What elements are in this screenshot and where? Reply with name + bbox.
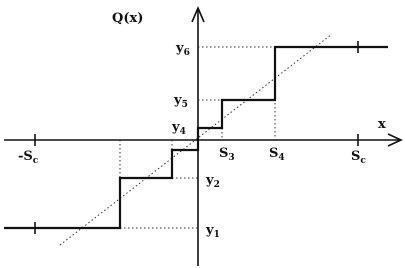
x-label: S3 [219,146,235,163]
y-level-label: y5 [173,93,188,110]
x-label: S4 [269,146,285,163]
y-level-label: y6 [175,41,190,58]
y-axis-label: Q(x) [112,11,143,26]
x-label: Sc [351,149,366,166]
y-arrow [191,5,205,23]
x-axis-label: x [378,117,386,132]
y-level-label: y4 [171,120,186,137]
y-level-label: y2 [205,173,220,190]
staircase [4,45,388,230]
diagonal [59,33,333,246]
x-label: -Sc [18,149,39,166]
x-arrow [387,133,403,147]
y-level-label: y1 [205,223,220,240]
